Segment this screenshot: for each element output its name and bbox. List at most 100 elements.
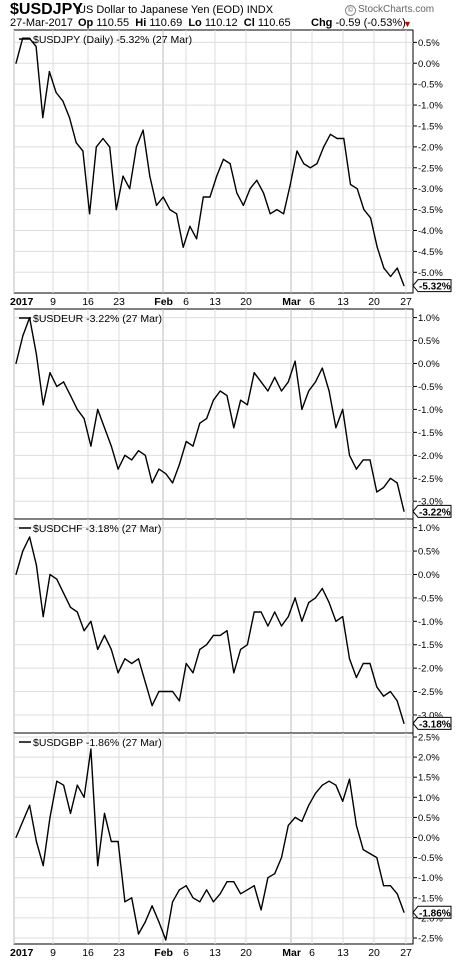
symbol-description: US Dollar to Japanese Yen (EOD) INDX: [78, 4, 274, 16]
data-point: [242, 204, 244, 206]
data-point: [178, 889, 180, 891]
y-tick-label: -1.0%: [418, 617, 443, 628]
data-point: [309, 167, 311, 169]
data-point: [103, 427, 106, 429]
last-value-badge: [412, 905, 452, 919]
legend-label: $USDCHF -3.18% (27 Mar): [33, 523, 161, 535]
data-point: [135, 146, 137, 148]
last-value-badge: [412, 279, 452, 293]
y-tick-label: -2.5%: [418, 163, 443, 174]
data-point: [15, 62, 17, 64]
x-tick-label: Mar: [282, 296, 301, 308]
data-point: [165, 939, 167, 941]
last-value-label: -3.22%: [419, 507, 451, 518]
last-value-badge: [412, 504, 452, 518]
data-point: [165, 690, 167, 693]
x-tick-label: Feb: [154, 296, 173, 308]
y-tick-label: 0.5%: [418, 336, 440, 347]
x-axis-2: 2017 9 16 23 Feb 6 13 20 Mar 6 13 20 27: [10, 947, 412, 959]
series-line: [15, 748, 405, 941]
data-point: [233, 427, 235, 429]
data-point: [22, 335, 24, 337]
data-point: [370, 217, 372, 219]
last-value-label: -5.32%: [419, 282, 451, 293]
data-point: [90, 445, 92, 447]
data-point: [62, 100, 64, 102]
data-point: [246, 404, 248, 406]
y-tick-label: -3.0%: [418, 184, 443, 195]
data-point: [335, 784, 337, 786]
data-point: [314, 792, 317, 794]
data-point: [35, 45, 37, 48]
y-tick-label: -1.0%: [418, 873, 443, 884]
copyright-icon: ©: [345, 5, 356, 16]
ohlc-values: Op 110.55 Hi 110.69 Lo 110.12 Cl 110.65: [78, 17, 291, 29]
y-tick-label: -0.5%: [418, 80, 443, 91]
y-tick-label: 1.5%: [418, 773, 440, 784]
data-point: [389, 885, 391, 887]
data-point: [222, 158, 224, 160]
data-point: [206, 644, 208, 646]
data-point: [42, 404, 44, 406]
data-point: [296, 150, 298, 152]
data-point: [403, 722, 405, 725]
data-point: [376, 246, 378, 248]
data-point: [253, 611, 255, 613]
data-point: [383, 695, 385, 697]
data-point: [348, 778, 351, 780]
data-point: [83, 796, 85, 798]
data-point: [280, 857, 283, 859]
change-value: Chg -0.59 (-0.53%): [311, 17, 406, 29]
x-tick-label: 20: [240, 947, 252, 959]
data-point: [249, 188, 251, 190]
data-point: [343, 137, 345, 140]
data-point: [76, 408, 78, 410]
panel-frame: [13, 732, 414, 945]
y-tick-label: 1.0%: [418, 313, 440, 324]
data-point: [35, 353, 38, 355]
legend-label: $USDGBP -1.86% (27 Mar): [33, 737, 162, 749]
data-point: [151, 705, 153, 707]
y-tick-label: 2.5%: [418, 733, 440, 744]
data-point: [178, 700, 180, 702]
data-point: [110, 840, 112, 843]
data-point: [15, 362, 17, 365]
x-tick-label: 20: [368, 296, 380, 308]
data-point: [15, 573, 17, 576]
data-point: [403, 510, 405, 512]
data-point: [124, 454, 126, 456]
data-point: [109, 146, 111, 148]
data-point: [280, 625, 283, 627]
data-point: [56, 578, 58, 580]
series-line: [15, 37, 405, 286]
data-point: [240, 399, 242, 401]
data-point: [122, 175, 124, 177]
y-tick-label: -1.5%: [418, 428, 443, 439]
data-point: [15, 836, 17, 839]
data-point: [103, 634, 106, 637]
chart-panel-3: 1.0% 0.5% 0.0% -0.5% -1.0% -1.5% -2.0% -2.5% -3.…: [13, 518, 452, 734]
data-point: [95, 146, 97, 148]
x-tick-label: 13: [209, 296, 221, 308]
data-point: [158, 921, 160, 923]
data-point: [348, 454, 351, 456]
y-tick-label: -3.5%: [418, 205, 443, 216]
data-point: [246, 644, 248, 646]
last-value-label: -3.18%: [419, 719, 451, 730]
last-value-badge: [412, 716, 452, 730]
data-point: [35, 840, 38, 843]
data-point: [117, 672, 119, 674]
data-point: [35, 564, 38, 566]
data-point: [314, 597, 317, 599]
x-axis-1: 2017 9 16 23 Feb 6 13 20 Mar 6 13 20 27: [10, 296, 412, 308]
y-tick-label: -1.5%: [418, 121, 443, 132]
data-point: [142, 129, 144, 131]
x-tick-label: 2017: [10, 947, 34, 959]
x-tick-label: 9: [50, 296, 56, 308]
data-point: [69, 812, 72, 815]
data-point: [212, 399, 214, 401]
quote-date: 27-Mar-2017: [10, 17, 73, 29]
data-point: [280, 390, 283, 392]
data-point: [75, 142, 77, 144]
